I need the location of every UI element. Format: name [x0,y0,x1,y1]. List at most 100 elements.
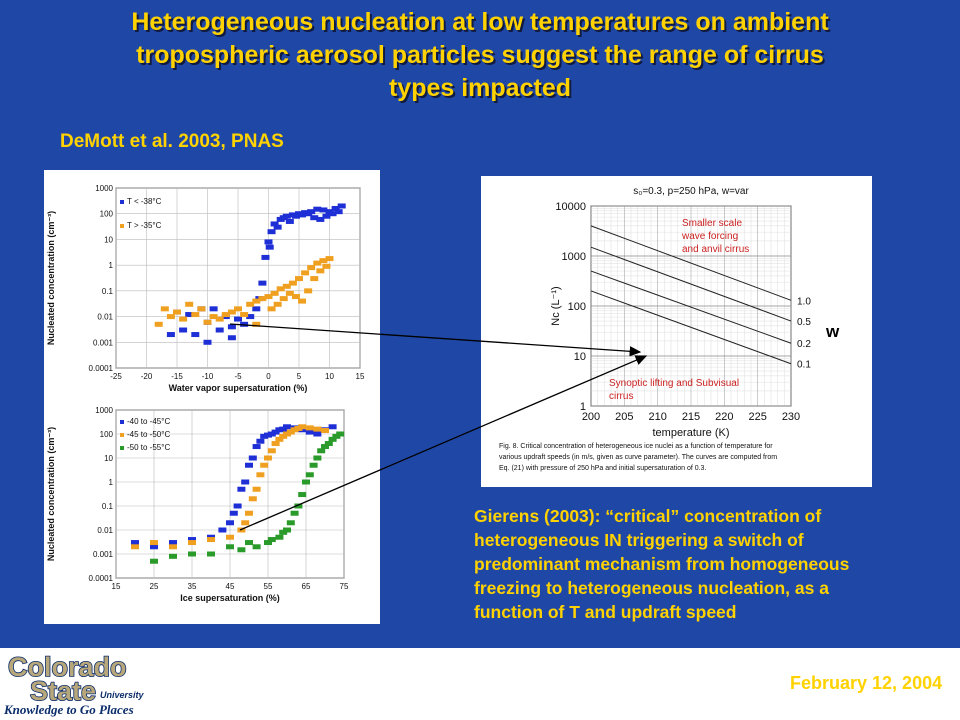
data-point [282,283,291,289]
footer [0,648,960,720]
data-point [160,306,169,312]
data-point [188,537,196,543]
data-point [258,280,267,286]
data-point [310,215,319,221]
data-point [279,529,288,535]
chart-panel-ice-supersaturation: 1000 100 10 1 0.1 0.01 0.001 0.0001 15 25 35 45 55 65… [44,400,380,624]
data-point [313,260,322,266]
data-point [237,527,246,533]
chart-critical-concentration: s₀=0.3, p=250 hPa, w=var1000010001001012… [499,186,811,472]
x-tick-label: 15 [112,582,121,591]
y-tick-label: 0.0001 [89,574,114,583]
data-point [252,444,261,450]
data-point [248,455,257,461]
series-label: 0.1 [797,360,811,371]
y-tick-label: 0.1 [102,287,114,296]
data-point [295,276,303,282]
data-point [291,294,300,300]
data-point [313,206,322,212]
caption-line-2: heterogeneous IN triggering a switch of [474,530,804,550]
data-point [150,540,158,546]
legend-swatch [120,433,124,437]
x-tick-label: 75 [340,582,349,591]
x-tick-label: 220 [715,411,733,423]
y-tick-label: 0.001 [93,338,114,347]
data-point [313,455,322,461]
data-point [285,290,294,296]
series-line [590,225,792,301]
data-point [226,544,234,550]
data-point [290,510,299,516]
annotation-lower-1: Synoptic lifting and Subvisual [609,378,739,389]
data-point [233,503,242,509]
series-label: 0.5 [797,317,811,328]
y-tick-label: 10 [574,351,586,363]
y-axis-label: Nucleated concentration (cm⁻³) [46,427,56,561]
data-point [286,429,295,435]
data-point [221,312,230,318]
data-point [316,216,325,222]
legend-label: -45 to -50°C [127,430,170,439]
y-axis-label: Nucleated concentration (cm⁻³) [46,211,56,345]
annotation-upper-3: and anvil cirrus [682,244,749,255]
series-line [590,246,792,322]
data-point [322,213,331,219]
figure-caption-line: Fig. 8. Critical concentration of hetero… [499,443,773,450]
data-point [316,268,325,274]
series-line [590,270,792,344]
data-point [131,544,139,550]
data-point [227,335,236,341]
data-point [241,479,250,485]
data-point [240,321,249,327]
data-point [313,426,322,432]
data-point [332,433,341,439]
logo-word-2: State [30,676,96,706]
x-tick-label: 65 [302,582,311,591]
data-point [288,280,297,286]
slide-title-line-2: tropospheric aerosol particles suggest t… [136,41,824,69]
data-point [203,339,212,345]
data-point [264,540,272,546]
data-point [166,332,175,338]
data-point [185,301,194,307]
data-point [245,510,253,516]
logo-tagline: Knowledge to Go Places [4,702,134,717]
data-point [317,448,326,454]
y-tick-label: 1000 [95,184,113,193]
legend-label: -40 to -45°C [127,417,170,426]
data-point [207,551,215,557]
data-point [154,321,163,327]
y-tick-label: 100 [568,301,586,313]
data-point [234,316,242,322]
data-point [273,224,282,230]
data-point [267,306,276,312]
data-point [328,211,337,217]
series-label: 1.0 [797,296,811,307]
chart-title: s₀=0.3, p=250 hPa, w=var [633,186,749,197]
data-point [270,290,279,296]
data-point [271,429,280,435]
data-point [319,258,328,264]
data-point [227,324,236,330]
x-axis-label: Ice supersaturation (%) [180,593,280,603]
data-point [304,211,313,217]
data-point [302,479,310,485]
y-tick-label: 100 [100,210,114,219]
data-point [298,298,307,304]
y-tick-label: 1000 [95,406,113,415]
y-tick-label: 0.01 [97,526,113,535]
data-point [264,294,273,300]
y-tick-label: 0.1 [102,502,114,511]
data-point [246,314,255,320]
x-tick-label: 25 [150,582,159,591]
x-tick-label: 5 [297,372,302,381]
data-point [191,332,200,338]
data-point [252,486,261,492]
x-tick-label: 225 [748,411,766,423]
data-point [309,462,318,468]
data-point [294,425,303,431]
legend-label: T < -38°C [127,197,162,206]
x-tick-label: 10 [325,372,334,381]
